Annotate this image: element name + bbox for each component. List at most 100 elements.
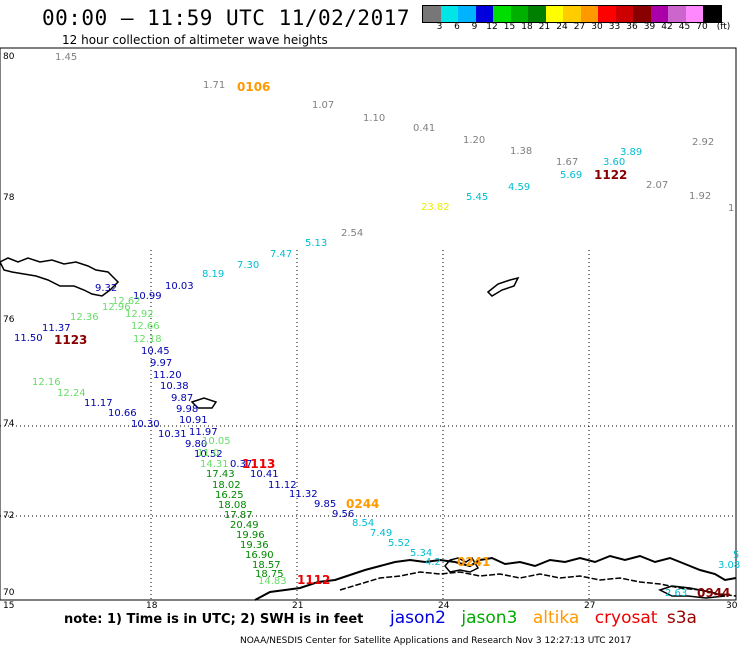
note-text: note: 1) Time is in UTC; 2) SWH is in fe… [64,612,364,627]
wave-height-label: 11.97 [189,427,218,438]
wave-height-label: 9.85 [314,499,337,510]
colorbar-label: 42 [661,22,673,32]
colorbar-swatch [528,6,546,22]
wave-height-label: 10.52 [194,449,223,460]
colorbar-label: 18 [521,22,533,32]
pass-time-label: 0944 [697,586,731,600]
wave-height-label: 12.24 [57,388,86,399]
colorbar-swatch [510,6,528,22]
colorbar-swatch [615,6,633,22]
wave-height-label: 1.38 [510,146,533,157]
credit-line: NOAA/NESDIS Center for Satellite Applica… [240,636,632,646]
wave-height-label: 5.13 [305,238,328,249]
wave-height-label: 5.45 [466,192,489,203]
colorbar-swatch [423,6,441,22]
wave-height-label: 10.66 [108,408,137,419]
legend-jason2: jason2 [390,608,446,628]
colorbar-swatch [668,6,686,22]
colorbar-swatch [563,6,581,22]
colorbar-swatch [650,6,668,22]
wave-height-label: 14.31 [200,459,229,470]
map-title: 00:00 – 11:59 UTC 11/02/2017 [42,6,411,30]
wave-height-label: 3.89 [620,147,643,158]
wave-height-label: 16.90 [245,550,274,561]
kola-coastline-detail [444,556,726,599]
wave-height-label: 20.49 [230,520,259,531]
svalbard-coastline [0,257,120,297]
wave-height-label: 2.63 [665,588,688,599]
lon-label-27: 27 [584,601,596,611]
wave-height-label: 18.57 [252,560,281,571]
colorbar-label: (ft) [716,22,731,32]
wave-height-label: 7.30 [237,260,260,271]
map-subtitle: 12 hour collection of altimeter wave hei… [62,33,328,47]
wave-height-label: 9.98 [176,404,199,415]
pass-time-label: 0106 [237,80,271,94]
lon-label-24: 24 [438,601,450,611]
wave-height-label: 10.30 [131,419,160,430]
wave-height-label: 10.45 [141,346,170,357]
norway-coastline [254,554,737,601]
wave-height-label: 4.59 [508,182,531,193]
wave-height-label: 1.67 [556,157,579,168]
wave-height-label: 3.08 [718,560,740,571]
wave-height-label: 9.97 [150,358,173,369]
wave-height-label: 12.36 [70,312,99,323]
wave-height-label: 17.43 [206,469,235,480]
lon-label-15: 15 [3,601,15,611]
wave-height-label: 19.96 [236,530,265,541]
lat-label-72: 72 [3,511,15,521]
wave-height-label: 4.2 [425,557,441,568]
wave-height-label: 9.56 [332,509,355,520]
colorbar-swatch [475,6,493,22]
colorbar-swatch [685,6,703,22]
colorbar-label: 9 [471,22,478,32]
wave-height-label: 2.54 [341,228,364,239]
pass-time-label: 0244 [346,497,380,511]
wave-height-label: 1 [728,203,735,214]
lon-label-21: 21 [292,601,304,611]
wave-height-label: 11.37 [42,323,71,334]
wave-height-label: 0.37 [230,459,253,470]
wave-height-label: 7.47 [270,249,293,260]
map-frame [0,47,737,601]
wave-height-label: 5 [733,550,740,561]
legend-s3a: s3a [666,608,697,628]
colorbar-swatch [633,6,651,22]
wave-height-label: 11.0 [197,448,220,459]
wave-height-label: 1.07 [312,100,335,111]
lat-label-70: 70 [3,588,15,598]
wave-height-label: 1.71 [203,80,226,91]
wave-height-label: 18.02 [212,480,241,491]
colorbar-label: 33 [608,22,621,32]
wave-height-label: 1.20 [463,135,486,146]
colorbar-swatch [458,6,476,22]
wave-height-label: 17.87 [224,510,253,521]
colorbar-swatch [580,6,598,22]
wave-height-label: 12.92 [125,309,154,320]
wave-height-label: 5.34 [410,548,433,559]
wave-height-label: 1.10 [363,113,386,124]
colorbar-label: 15 [503,22,516,32]
wave-height-label: 8.54 [352,518,375,529]
colorbar-label: 3 [436,22,443,32]
colorbar-swatch [440,6,458,22]
wave-height-label: 12.62 [112,296,141,307]
graticule [0,250,736,600]
wave-height-label: 16.25 [215,490,244,501]
wave-height-label: 1.45 [55,52,78,63]
wave-height-label: 5.69 [560,170,583,181]
wave-height-label: 9.87 [171,393,194,404]
wave-height-label: 18.75 [255,569,284,580]
wave-height-label: 19.36 [240,540,269,551]
colorbar-label: 12 [486,22,498,32]
wave-height-label: 11.32 [289,489,318,500]
wave-height-label: 12.18 [133,334,162,345]
wave-height-label: 5.52 [388,538,411,549]
colorbar-labels: 3 6 9 12 15 18 21 24 27 30 33 36 39 42 45 70 (ft) [422,22,740,34]
wave-height-label: 10.03 [165,281,194,292]
wave-height-label: 14.83 [258,576,287,587]
wave-height-label: 12.96 [102,302,131,313]
lat-label-74: 74 [3,419,15,429]
